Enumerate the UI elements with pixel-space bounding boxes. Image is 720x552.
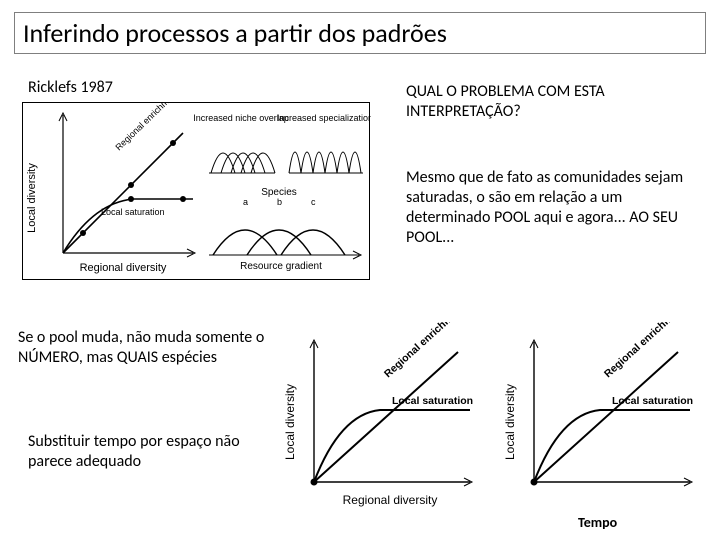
svg-text:c: c (311, 197, 316, 207)
fig1-resgrad-label: Resource gradient (240, 261, 322, 272)
fig1-ylabel: Local diversity (26, 163, 38, 233)
svg-text:Regional enrichment: Regional enrichment (382, 322, 468, 380)
svg-text:Local diversity: Local diversity (283, 384, 297, 460)
fig1-overlap-label: Increased niche overlap (193, 113, 289, 123)
citation: Ricklefs 1987 (28, 78, 113, 97)
figure-small-right: Local diversity Regional enrichment Loca… (500, 322, 710, 522)
paragraph-3: Substituir tempo por espaço não parece a… (28, 432, 258, 472)
paragraph-2: Se o pool muda, não muda somente o NÚMER… (18, 328, 268, 368)
page-title: Inferindo processos a partir dos padrões (14, 12, 706, 54)
svg-text:Local saturation: Local saturation (392, 395, 473, 407)
figure-small-left: Local diversity Regional diversity Regio… (280, 322, 490, 522)
question-text: QUAL O PROBLEMA COM ESTA INTERPRETAÇÃO? (406, 82, 696, 122)
svg-text:b: b (277, 197, 282, 207)
svg-text:Regional enrichment: Regional enrichment (602, 322, 688, 380)
fig1-sat-label: Local saturation (101, 207, 165, 217)
svg-text:a: a (243, 197, 248, 207)
fig1-xlabel: Regional diversity (80, 262, 167, 274)
svg-text:Local diversity: Local diversity (503, 384, 517, 460)
fig1-spec-label: Increased specialization (277, 113, 371, 123)
figure-right-xlabel: Tempo (574, 514, 621, 531)
figure-ricklefs: Local diversity Regional diversity Regio… (22, 102, 370, 280)
paragraph-1: Mesmo que de fato as comunidades sejam s… (406, 168, 706, 248)
svg-text:Local saturation: Local saturation (612, 395, 693, 407)
svg-text:Regional diversity: Regional diversity (343, 493, 438, 507)
